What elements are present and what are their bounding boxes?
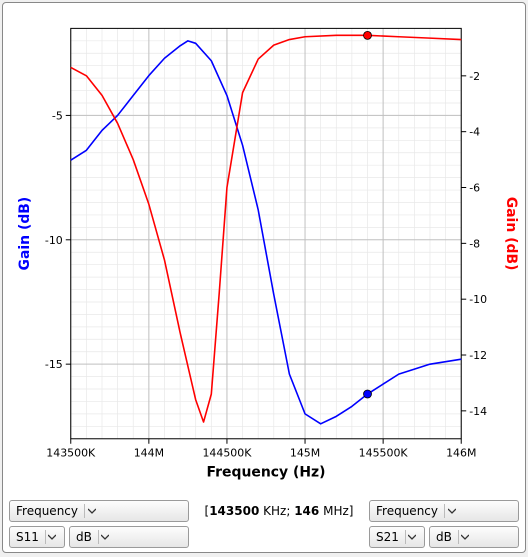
chevron-down-icon bbox=[45, 530, 59, 544]
right-unit-combo[interactable]: dB bbox=[429, 526, 519, 548]
right-trace-value: S21 bbox=[376, 530, 399, 544]
left-param-value: Frequency bbox=[16, 504, 78, 518]
right-unit-value: dB bbox=[436, 530, 452, 544]
svg-text:-14: -14 bbox=[469, 405, 487, 418]
left-trace-value: S11 bbox=[16, 530, 39, 544]
right-param-combo[interactable]: Frequency bbox=[369, 500, 519, 522]
right-trace-group: S21 dB bbox=[369, 526, 519, 548]
chevron-down-icon bbox=[405, 530, 419, 544]
chevron-down-icon bbox=[458, 530, 472, 544]
svg-text:-10: -10 bbox=[45, 234, 63, 247]
svg-text:143500K: 143500K bbox=[46, 447, 96, 460]
svg-text:-10: -10 bbox=[469, 293, 487, 306]
dual-axis-chart: 143500K 144M 144500K 145M 145500K 146M -5 -10 -1… bbox=[9, 9, 519, 496]
svg-text:Gain (dB): Gain (dB) bbox=[503, 197, 519, 271]
chevron-down-icon bbox=[84, 504, 98, 518]
svg-text:-5: -5 bbox=[52, 109, 63, 122]
control-row-2: S11 dB S21 dB bbox=[3, 526, 525, 552]
svg-text:145500K: 145500K bbox=[359, 447, 409, 460]
chevron-down-icon bbox=[444, 504, 458, 518]
left-unit-value: dB bbox=[76, 530, 92, 544]
left-trace-combo[interactable]: S11 bbox=[9, 526, 65, 548]
chart-area: 143500K 144M 144500K 145M 145500K 146M -5 -10 -1… bbox=[3, 3, 525, 496]
range-label: [143500 KHz; 146 MHz] bbox=[193, 502, 365, 520]
svg-text:144M: 144M bbox=[134, 447, 164, 460]
left-param-combo[interactable]: Frequency bbox=[9, 500, 189, 522]
svg-text:144500K: 144500K bbox=[202, 447, 252, 460]
chevron-down-icon bbox=[98, 530, 112, 544]
svg-text:-8: -8 bbox=[469, 237, 480, 250]
svg-text:-2: -2 bbox=[469, 70, 480, 83]
right-param-value: Frequency bbox=[376, 504, 438, 518]
svg-text:Gain (dB): Gain (dB) bbox=[17, 197, 33, 271]
left-trace-group: S11 dB bbox=[9, 526, 189, 548]
svg-text:-6: -6 bbox=[469, 181, 480, 194]
right-trace-combo[interactable]: S21 bbox=[369, 526, 425, 548]
svg-text:Frequency (Hz): Frequency (Hz) bbox=[207, 465, 326, 481]
svg-text:-15: -15 bbox=[45, 358, 63, 371]
svg-text:145M: 145M bbox=[290, 447, 320, 460]
svg-text:-12: -12 bbox=[469, 349, 487, 362]
control-row: Frequency [143500 KHz; 146 MHz] Frequenc… bbox=[3, 496, 525, 526]
app-frame: 143500K 144M 144500K 145M 145500K 146M -5 -10 -1… bbox=[2, 2, 526, 553]
left-unit-combo[interactable]: dB bbox=[69, 526, 189, 548]
svg-text:146M: 146M bbox=[446, 447, 476, 460]
right-control-group: Frequency bbox=[369, 500, 519, 522]
left-control-group: Frequency bbox=[9, 500, 189, 522]
svg-text:-4: -4 bbox=[469, 126, 480, 139]
